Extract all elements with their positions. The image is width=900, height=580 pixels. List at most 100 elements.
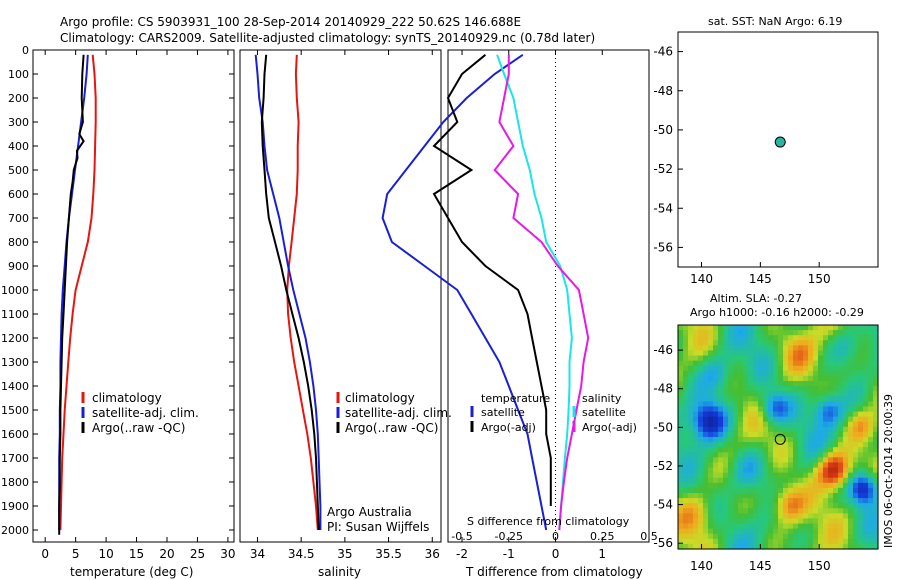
sla-cell	[698, 335, 704, 341]
sla-cell	[818, 335, 824, 341]
sla-cell	[738, 493, 744, 499]
sla-cell	[688, 513, 694, 520]
sla-cell	[688, 335, 694, 341]
sla-cell	[753, 370, 759, 377]
sla-cell	[798, 477, 804, 484]
sla-cell	[853, 447, 859, 453]
sla-cell	[743, 370, 749, 377]
sla-cell	[783, 452, 789, 458]
sla-cell	[803, 365, 809, 372]
sla-cell	[693, 482, 699, 489]
sla-cell	[703, 523, 709, 530]
sla-cell	[803, 350, 809, 357]
sla-cell	[793, 355, 799, 362]
sla-cell	[813, 462, 819, 469]
sla-cell	[843, 406, 849, 413]
sla-cell	[688, 472, 694, 479]
sla-cell	[778, 503, 784, 509]
sla-cell	[753, 508, 759, 514]
sla-cell	[703, 538, 709, 545]
sla-cell	[703, 381, 709, 387]
sla-cell	[828, 386, 834, 392]
sla-cell	[718, 452, 724, 458]
sla-cell	[873, 447, 879, 453]
sla-cell	[868, 381, 874, 387]
sla-cell	[873, 442, 879, 448]
sla-cell	[678, 498, 684, 504]
sla-cell	[718, 340, 724, 346]
sla-cell	[848, 330, 854, 336]
sla-cell	[873, 472, 879, 479]
x-tick-label: 5	[72, 547, 80, 561]
sst-map-frame	[677, 31, 879, 268]
sla-cell	[678, 493, 684, 499]
sla-cell	[828, 426, 834, 433]
sla-cell	[853, 523, 859, 530]
sla-cell	[783, 442, 789, 448]
sla-cell	[723, 462, 729, 469]
sla-cell	[858, 411, 864, 418]
sla-cell	[763, 487, 769, 494]
sla-cell	[853, 391, 859, 397]
sla-cell	[718, 493, 724, 499]
sla-cell	[763, 381, 769, 387]
sla-cell	[848, 503, 854, 509]
sla-cell	[783, 487, 789, 494]
sla-cell	[768, 467, 774, 474]
header-line2: Climatology: CARS2009. Satellite-adjuste…	[60, 31, 595, 45]
sla-cell	[793, 340, 799, 346]
sla-cell	[838, 487, 844, 494]
x-tick-label: 25	[190, 547, 205, 561]
sla-cell	[723, 431, 729, 438]
depth-tick-label: 1400	[1, 380, 29, 393]
sla-cell	[698, 340, 704, 346]
sla-cell	[778, 447, 784, 453]
sla-cell	[758, 386, 764, 392]
sla-cell	[803, 452, 809, 458]
sla-cell	[843, 401, 849, 408]
sla-cell	[763, 360, 769, 367]
sla-cell	[798, 365, 804, 372]
sla-map-title1: Altim. SLA: -0.27	[710, 292, 802, 305]
sla-cell	[798, 411, 804, 418]
sla-cell	[838, 472, 844, 479]
sla-cell	[783, 411, 789, 418]
sla-cell	[703, 406, 709, 413]
sla-cell	[723, 396, 729, 402]
sla-cell	[763, 431, 769, 438]
sla-cell	[753, 442, 759, 448]
sla-cell	[813, 391, 819, 397]
sla-cell	[758, 416, 764, 423]
sla-cell	[823, 477, 829, 484]
sla-cell	[818, 411, 824, 418]
sla-cell	[693, 345, 699, 352]
sla-cell	[803, 472, 809, 479]
sla-cell	[763, 477, 769, 484]
sla-cell	[793, 508, 799, 514]
sla-cell	[858, 498, 864, 504]
sla-cell	[803, 518, 809, 525]
sla-cell	[863, 421, 869, 428]
sla-cell	[823, 538, 829, 545]
sla-cell	[823, 375, 829, 382]
sla-cell	[728, 406, 734, 413]
sla-cell	[863, 406, 869, 413]
sla-cell	[698, 528, 704, 535]
sla-cell	[773, 325, 779, 331]
sla-cell	[753, 513, 759, 520]
sla-cell	[733, 477, 739, 484]
sla-cell	[843, 421, 849, 428]
sla-cell	[738, 421, 744, 428]
sla-cell	[818, 482, 824, 489]
sla-cell	[798, 360, 804, 367]
sla-cell	[843, 452, 849, 458]
sla-cell	[868, 477, 874, 484]
sla-cell	[678, 426, 684, 433]
salinity-axes-frame	[239, 49, 442, 543]
sla-cell	[733, 498, 739, 504]
sla-cell	[753, 345, 759, 352]
sla-cell	[698, 472, 704, 479]
sla-cell	[843, 381, 849, 387]
sla-cell	[813, 498, 819, 504]
sla-cell	[858, 487, 864, 494]
